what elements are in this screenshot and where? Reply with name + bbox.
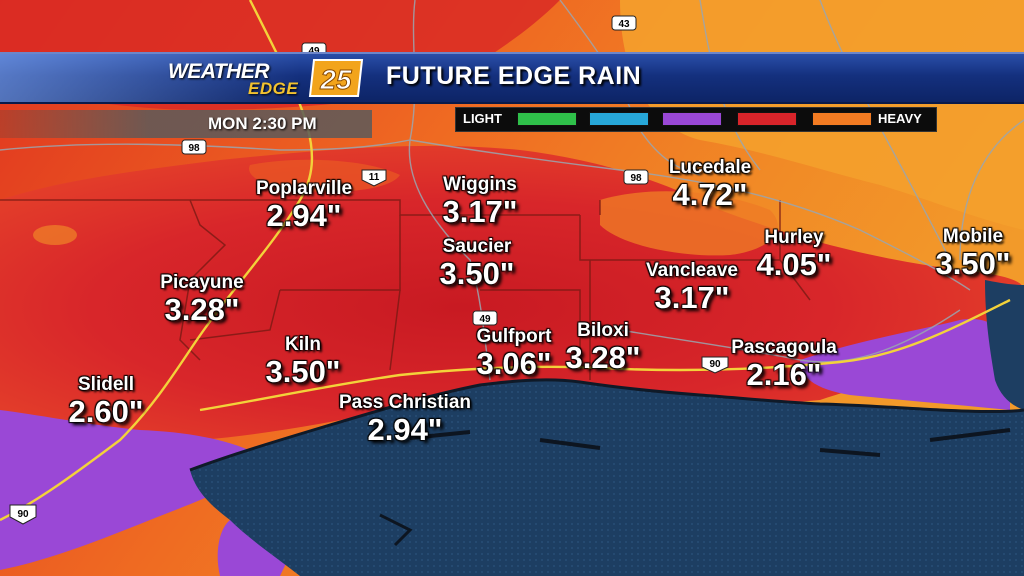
moderate-rain-coast-west xyxy=(0,410,260,570)
rain-amount: 2.60" xyxy=(68,394,144,429)
logo-weather-text: WEATHER xyxy=(168,60,270,83)
rain-intensity-legend: LIGHT HEAVY xyxy=(455,107,937,132)
barrier-island-1 xyxy=(409,430,471,440)
rain-amount: 3.17" xyxy=(654,280,730,315)
hwy-90-east-shield: 90 xyxy=(701,356,729,374)
hwy-90-east-label: 90 xyxy=(709,359,721,370)
hwy-98-west-shield: 98 xyxy=(181,139,207,155)
hwy-43-shield: 43 xyxy=(611,15,637,31)
orange-patch-lucedale xyxy=(600,191,778,256)
hwy-98-east-label: 98 xyxy=(630,173,642,184)
city-label-biloxi: Biloxi 3.28" xyxy=(565,320,640,374)
hwy-98-east-shield: 98 xyxy=(623,169,649,185)
rain-amount: 4.72" xyxy=(672,177,748,212)
barrier-island-4 xyxy=(929,428,1011,442)
rain-amount: 3.28" xyxy=(565,340,641,375)
hwy-90-west-shield: 90 xyxy=(9,504,37,525)
legend-swatch-red xyxy=(737,112,797,126)
barrier-island-3 xyxy=(819,448,881,457)
timestamp: MON 2:30 PM xyxy=(208,114,317,133)
city-label-hurley: Hurley 4.05" xyxy=(756,227,831,281)
timestamp-bar: MON 2:30 PM xyxy=(0,110,372,138)
logo-number: 25 xyxy=(319,64,352,95)
legend-swatch-purple xyxy=(662,112,722,126)
rain-amount: 3.17" xyxy=(442,194,518,229)
barrier-island-2 xyxy=(539,438,601,450)
coastline xyxy=(189,378,1024,472)
city-name: Poplarville xyxy=(255,178,353,199)
moderate-rain-coast-east xyxy=(800,319,1010,410)
hwy-43-label: 43 xyxy=(618,19,630,30)
station-logo: WEATHER EDGE 25 xyxy=(168,58,368,100)
rain-amount: 4.05" xyxy=(756,247,832,282)
city-label-pass-christian: Pass Christian 2.94" xyxy=(339,392,471,446)
city-label-pascagoula: Pascagoula 2.16" xyxy=(731,337,837,391)
roads xyxy=(0,0,1024,381)
city-label-picayune: Picayune 3.28" xyxy=(160,272,243,326)
city-label-wiggins: Wiggins 3.17" xyxy=(442,174,517,228)
rain-amount: 3.50" xyxy=(439,256,515,291)
city-name: Wiggins xyxy=(443,174,517,195)
gulf-water xyxy=(190,379,1024,576)
city-label-slidell: Slidell 2.60" xyxy=(68,374,143,428)
rain-amount: 3.28" xyxy=(164,292,240,327)
orange-patch-poplarville xyxy=(249,159,400,192)
hwy-98-west-label: 98 xyxy=(188,143,200,154)
hwy-49-south-label: 49 xyxy=(479,314,491,325)
legend-swatch-blue xyxy=(589,112,649,126)
hwy-49-north-label: 49 xyxy=(308,46,320,57)
city-name: Vancleave xyxy=(646,260,738,281)
hwy-90-west-label: 90 xyxy=(17,509,29,520)
rain-amount: 3.50" xyxy=(265,354,341,389)
header-bar: WEATHER EDGE 25 FUTURE EDGE RAIN xyxy=(0,52,1024,104)
city-name: Gulfport xyxy=(476,326,552,347)
barrier-island-5 xyxy=(379,513,413,547)
city-name: Saucier xyxy=(442,236,512,257)
rain-amount: 2.16" xyxy=(746,357,822,392)
city-name: Slidell xyxy=(78,374,134,395)
legend-swatch-green xyxy=(517,112,577,126)
city-name: Lucedale xyxy=(668,157,752,178)
city-label-saucier: Saucier 3.50" xyxy=(439,236,514,290)
city-label-mobile: Mobile 3.50" xyxy=(935,226,1010,280)
rain-amount: 2.94" xyxy=(367,412,443,447)
page-title: FUTURE EDGE RAIN xyxy=(386,62,642,90)
legend-swatch-orange xyxy=(812,112,872,126)
header-glow xyxy=(0,54,300,102)
hwy-11-label: 11 xyxy=(369,172,380,183)
logo-25-badge: 25 xyxy=(308,59,364,97)
legend-light-label: LIGHT xyxy=(463,111,502,126)
rain-amount: 3.50" xyxy=(935,246,1011,281)
city-name: Biloxi xyxy=(577,320,629,341)
rain-amount: 2.94" xyxy=(266,198,342,233)
county-borders xyxy=(0,199,811,380)
rain-amount: 3.06" xyxy=(476,346,552,381)
legend-heavy-label: HEAVY xyxy=(878,111,922,126)
logo-edge-text: EDGE xyxy=(248,79,299,98)
city-name: Picayune xyxy=(160,272,244,293)
city-label-lucedale: Lucedale 4.72" xyxy=(669,157,751,211)
hwy-49-south-shield: 49 xyxy=(472,310,498,326)
city-name: Pass Christian xyxy=(339,392,471,413)
city-name: Kiln xyxy=(285,334,321,355)
hwy-11-shield: 11 xyxy=(361,169,387,187)
city-name: Mobile xyxy=(942,226,1004,247)
city-label-kiln: Kiln 3.50" xyxy=(265,334,340,388)
city-label-poplarville: Poplarville 2.94" xyxy=(256,178,352,232)
orange-patch-west xyxy=(33,225,77,245)
city-name: Pascagoula xyxy=(731,337,837,358)
city-name: Hurley xyxy=(764,227,824,248)
city-label-gulfport: Gulfport 3.06" xyxy=(476,326,551,380)
city-label-vancleave: Vancleave 3.17" xyxy=(646,260,738,314)
mobile-bay-water xyxy=(985,280,1024,410)
